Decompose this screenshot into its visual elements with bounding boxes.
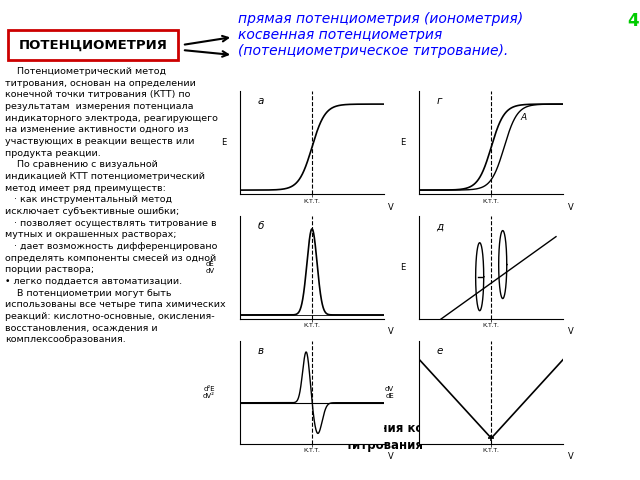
Text: V: V <box>388 452 394 461</box>
Y-axis label: dV
dE: dV dE <box>385 386 394 399</box>
Text: A: A <box>520 113 526 121</box>
Text: б: б <box>257 221 264 231</box>
Y-axis label: d²E
dV²: d²E dV² <box>203 386 215 399</box>
Text: г: г <box>436 96 442 107</box>
Text: Потенциометрический метод
титрования, основан на определении
конечной точки титр: Потенциометрический метод титрования, ос… <box>5 67 226 344</box>
Y-axis label: E: E <box>400 138 405 147</box>
Text: косвенная потенциометрия: косвенная потенциометрия <box>238 28 442 42</box>
Text: V: V <box>388 327 394 336</box>
Text: V: V <box>568 327 573 336</box>
Text: V: V <box>568 452 573 461</box>
Text: V: V <box>388 203 394 212</box>
Text: а: а <box>257 96 264 107</box>
Bar <box>8 30 178 60</box>
Text: е: е <box>436 346 443 356</box>
Y-axis label: E: E <box>400 263 405 272</box>
Text: (потенциометрическое титрование).: (потенциометрическое титрование). <box>238 44 508 58</box>
Y-axis label: dE
dV: dE dV <box>206 261 215 274</box>
Text: 4: 4 <box>627 12 639 30</box>
Text: V: V <box>568 203 573 212</box>
Y-axis label: E: E <box>221 138 226 147</box>
Text: прямая потенциометрия (ионометрия): прямая потенциометрия (ионометрия) <box>238 12 523 26</box>
Text: ПОТЕНЦИОМЕТРИЯ: ПОТЕНЦИОМЕТРИЯ <box>19 38 168 51</box>
Text: д: д <box>436 221 444 231</box>
Text: в: в <box>257 346 264 356</box>
Text: Методы определения конечной точки
титрования: Методы определения конечной точки титров… <box>254 422 516 452</box>
